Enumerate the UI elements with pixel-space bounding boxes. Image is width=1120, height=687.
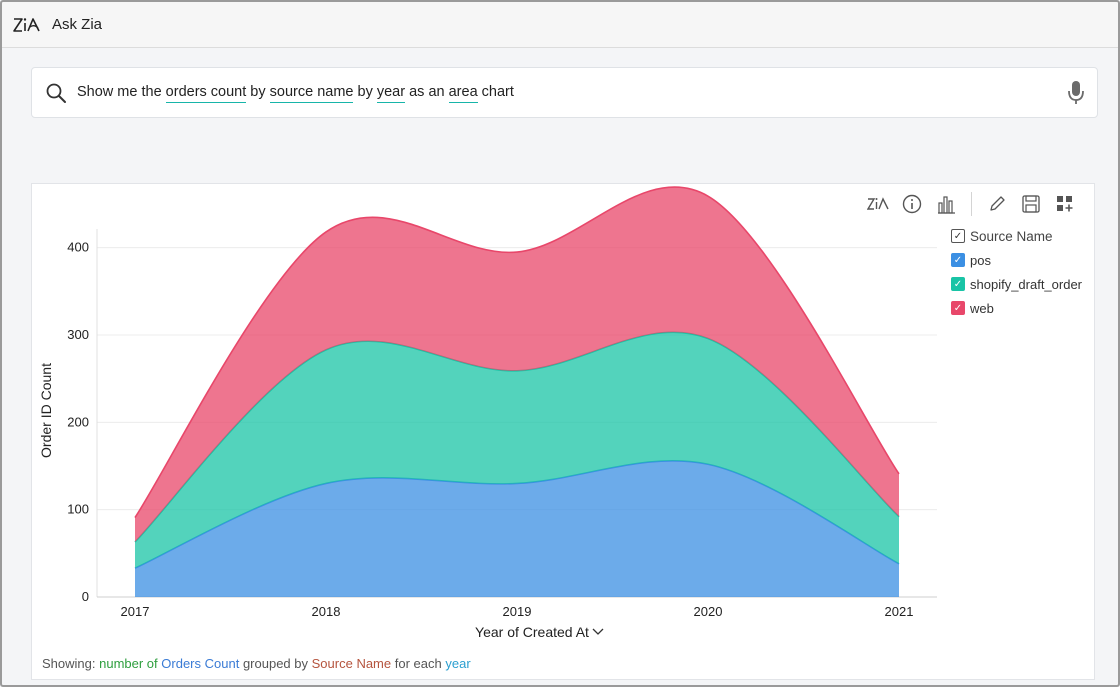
chevron-down-icon[interactable]: [592, 628, 604, 635]
search-query[interactable]: Show me the orders count by source name …: [77, 84, 514, 103]
y-tick-label: 300: [67, 327, 89, 342]
query-text: by: [353, 84, 377, 100]
y-tick-label: 200: [67, 414, 89, 429]
legend-title: Source Name: [970, 228, 1053, 244]
query-keyword[interactable]: year: [376, 84, 406, 103]
footer-part: number of: [99, 656, 158, 671]
toolbar-divider: [971, 192, 972, 216]
query-text: by: [246, 84, 270, 100]
microphone-icon[interactable]: [1067, 80, 1085, 111]
query-text: as an: [405, 84, 449, 100]
chart-legend: ✓ Source Name ✓ pos ✓ shopify_draft_order ✓ w…: [951, 224, 1082, 320]
pencil-icon[interactable]: [986, 193, 1008, 215]
legend-label: shopify_draft_order: [970, 276, 1083, 292]
y-tick-label: 400: [67, 240, 89, 255]
x-tick-label: 2018: [312, 604, 341, 619]
ask-zia-search-bar[interactable]: Show me the orders count by source name …: [31, 67, 1098, 118]
legend-header[interactable]: ✓ Source Name: [951, 224, 1082, 248]
query-text: chart: [477, 84, 514, 100]
area-pos: [135, 460, 899, 597]
area-chart: 0 100 200 300 400 2017 2018 2019 2020 2021 Year of…: [38, 186, 937, 640]
legend-item-shopify-draft-order[interactable]: ✓ shopify_draft_order: [951, 272, 1082, 296]
legend-label: web: [970, 300, 994, 316]
legend-checkbox[interactable]: ✓: [951, 253, 965, 267]
chart-toolbar: [867, 192, 1076, 216]
x-tick-label: 2020: [694, 604, 723, 619]
x-axis-title: Year of Created At: [475, 624, 589, 640]
bar-chart-icon[interactable]: [935, 193, 957, 215]
footer-label: Showing:: [42, 656, 96, 671]
legend-checkbox[interactable]: ✓: [951, 277, 965, 291]
query-text: Show me the: [77, 84, 166, 100]
legend-select-all-checkbox[interactable]: ✓: [951, 229, 965, 243]
footer-part: for each: [394, 656, 442, 671]
query-keyword[interactable]: orders count: [165, 84, 247, 103]
zia-icon[interactable]: [867, 193, 889, 215]
x-tick-label: 2021: [885, 604, 914, 619]
y-tick-label: 100: [67, 502, 89, 517]
area-shopify-draft-order: [135, 332, 899, 569]
query-keyword[interactable]: area: [448, 84, 478, 103]
legend-item-web[interactable]: ✓ web: [951, 296, 1082, 320]
legend-checkbox[interactable]: ✓: [951, 301, 965, 315]
x-tick-label: 2019: [503, 604, 532, 619]
search-icon: [44, 81, 68, 110]
chart-card: 0 100 200 300 400 2017 2018 2019 2020 2021 Year of…: [31, 183, 1095, 680]
line-pos: [134, 460, 900, 569]
footer-part: Source Name: [311, 656, 392, 671]
legend-label: pos: [970, 252, 991, 268]
zia-logo-icon: [12, 13, 44, 37]
info-icon[interactable]: [901, 193, 923, 215]
footer-part: year: [445, 656, 471, 671]
app-header: Ask Zia: [2, 2, 1118, 48]
query-keyword[interactable]: source name: [269, 84, 354, 103]
save-icon[interactable]: [1020, 193, 1042, 215]
line-web: [134, 186, 900, 518]
y-tick-label: 0: [82, 589, 89, 604]
y-axis-title: Order ID Count: [38, 363, 54, 458]
area-web: [135, 187, 899, 542]
footer-part: Orders Count: [161, 656, 240, 671]
x-tick-label: 2017: [121, 604, 150, 619]
showing-summary: Showing: number of Orders Count grouped …: [42, 656, 471, 671]
add-to-dashboard-icon[interactable]: [1054, 193, 1076, 215]
app-title: Ask Zia: [52, 16, 103, 33]
footer-part: grouped by: [242, 656, 309, 671]
legend-item-pos[interactable]: ✓ pos: [951, 248, 1082, 272]
